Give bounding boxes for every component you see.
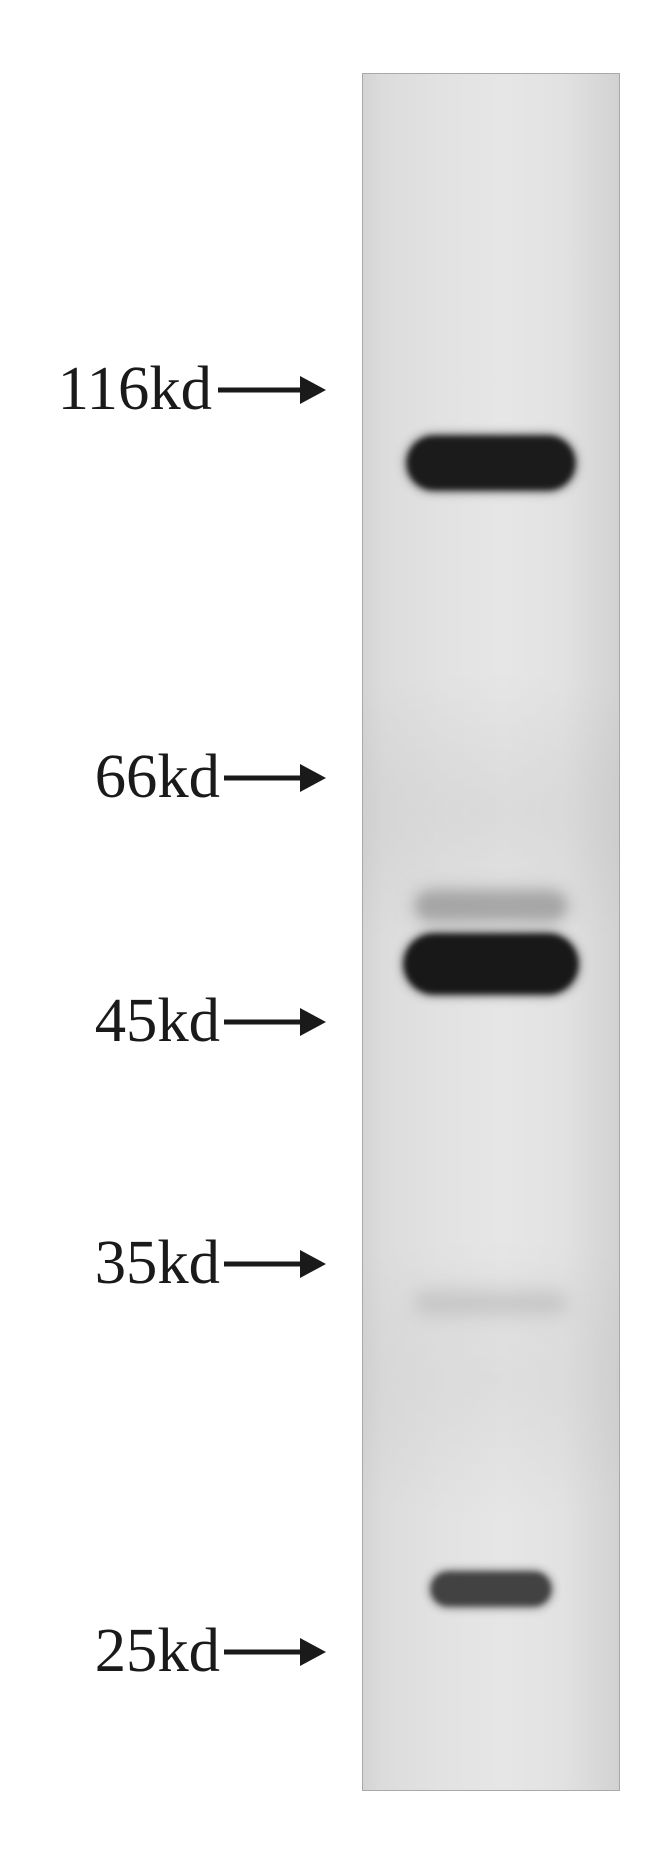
arrow-head xyxy=(300,1008,326,1036)
arrow-shaft xyxy=(224,1650,302,1655)
arrow-icon xyxy=(224,764,324,792)
arrow-head xyxy=(300,764,326,792)
band-5 xyxy=(431,1572,551,1606)
band-2-faint xyxy=(416,892,566,920)
marker-row: 66kd xyxy=(0,746,350,810)
marker-label: 116kd xyxy=(12,352,212,425)
marker-row: 45kd xyxy=(0,990,350,1054)
arrow-head xyxy=(300,1638,326,1666)
marker-label: 25kd xyxy=(62,1614,220,1687)
blot-lane xyxy=(362,73,620,1791)
arrow-shaft xyxy=(224,776,302,781)
band-3 xyxy=(404,934,578,994)
arrow-icon xyxy=(224,1638,324,1666)
marker-row: 116kd xyxy=(0,358,350,422)
marker-row: 25kd xyxy=(0,1620,350,1684)
arrow-shaft xyxy=(218,388,302,393)
arrow-icon xyxy=(224,1008,324,1036)
arrow-icon xyxy=(224,1250,324,1278)
arrow-head xyxy=(300,1250,326,1278)
marker-label: 45kd xyxy=(62,984,220,1057)
band-1 xyxy=(407,436,575,490)
arrow-shaft xyxy=(224,1262,302,1267)
marker-row: 35kd xyxy=(0,1232,350,1296)
marker-label: 66kd xyxy=(62,740,220,813)
arrow-head xyxy=(300,376,326,404)
band-4-faint xyxy=(416,1294,566,1312)
arrow-shaft xyxy=(224,1020,302,1025)
arrow-icon xyxy=(218,376,324,404)
marker-label: 35kd xyxy=(62,1226,220,1299)
blot-canvas: WWW.PTGLAB.COM 116kd66kd45kd35kd25kd xyxy=(0,0,650,1855)
